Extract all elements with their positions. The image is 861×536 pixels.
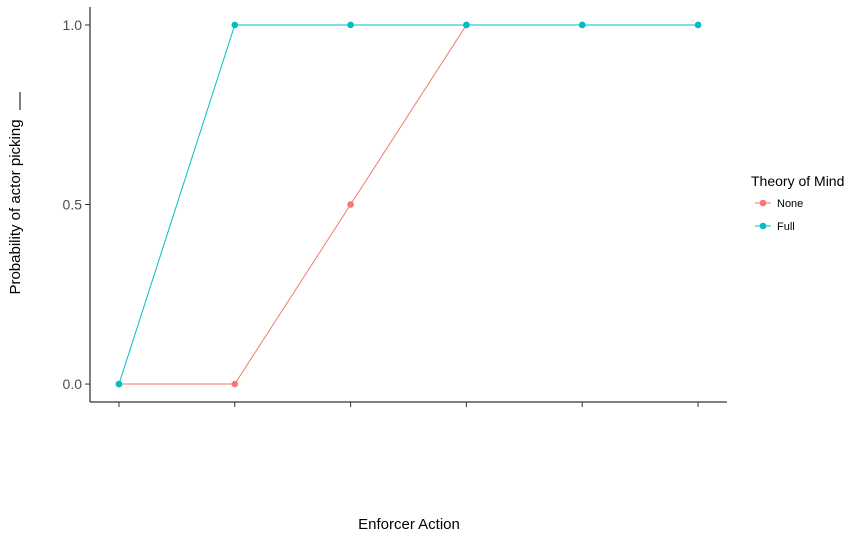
legend-label-none: None [777, 198, 803, 210]
legend: Theory of Mind None Full [751, 173, 844, 233]
y-axis-title: Probability of actor picking [7, 119, 24, 294]
data-point-full [463, 21, 470, 29]
legend-key-point-none [759, 199, 767, 207]
data-point-full [231, 21, 239, 29]
data-point-full [578, 21, 586, 29]
data-point-full [115, 380, 123, 388]
legend-label-full: Full [777, 221, 795, 233]
x-axis-title: Enforcer Action [358, 516, 460, 533]
series-line-full [118, 24, 699, 385]
y-tick-label: 0.5 [63, 197, 83, 213]
y-tick-label: 1.0 [63, 17, 83, 33]
data-point-full [347, 21, 354, 29]
data-point-none [231, 380, 239, 388]
legend-title: Theory of Mind [751, 173, 844, 189]
y-tick-label: 0.0 [63, 376, 83, 392]
axes [89, 7, 727, 403]
x-ticks [118, 402, 699, 407]
series-layer [115, 21, 702, 388]
legend-key-point-full [759, 222, 767, 230]
series-line-none [118, 24, 699, 385]
legend-items: None Full [755, 198, 803, 233]
data-point-none [347, 201, 354, 208]
y-ticks: 0.0 0.5 1.0 [63, 17, 90, 392]
data-point-full [694, 21, 702, 29]
